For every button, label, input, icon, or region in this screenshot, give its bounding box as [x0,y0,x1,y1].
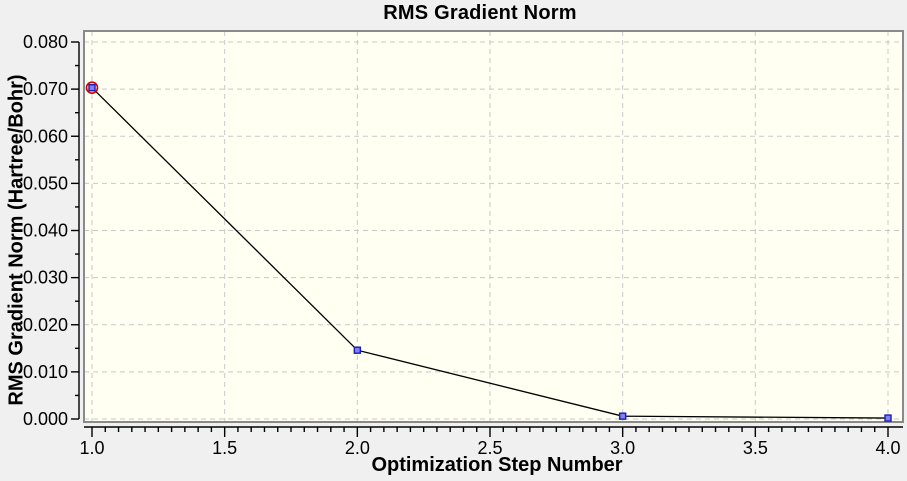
x-tick-label: 2.5 [477,438,502,458]
y-tick-label: 0.010 [23,362,68,382]
data-line [91,87,889,419]
chart-title: RMS Gradient Norm [383,2,577,24]
x-tick-label: 4.0 [875,438,900,458]
data-point-marker[interactable] [353,346,362,354]
y-tick-label: 0.050 [23,173,68,193]
data-point-marker[interactable] [884,414,892,422]
selected-point-ring [85,81,99,95]
data-points [88,84,892,422]
x-tick-label: 3.0 [610,438,635,458]
tick-labels: 0.000 0.010 0.020 0.030 0.040 0.050 0.060 0.070… [23,32,901,458]
x-axis-label: Optimization Step Number [371,454,623,476]
axes [71,41,903,437]
y-axis-label: RMS Gradient Norm (Hartree/Bohr) [5,74,28,406]
y-tick-label: 0.070 [23,79,68,99]
y-tick-label: 0.020 [23,315,68,335]
x-tick-label: 2.0 [345,438,370,458]
x-tick-label: 1.0 [79,438,104,458]
y-tick-label: 0.040 [23,221,68,241]
x-tick-label: 1.5 [212,438,237,458]
data-point-marker[interactable] [88,84,96,92]
y-tick-label: 0.060 [23,126,68,146]
y-tick-label: 0.080 [23,32,68,52]
grid-lines [84,31,903,422]
x-tick-label: 3.5 [743,438,768,458]
y-tick-label: 0.030 [23,268,68,288]
plot-background [84,31,903,422]
plot-border [83,30,904,423]
y-tick-label: 0.000 [23,409,68,429]
data-point-marker[interactable] [618,412,627,420]
